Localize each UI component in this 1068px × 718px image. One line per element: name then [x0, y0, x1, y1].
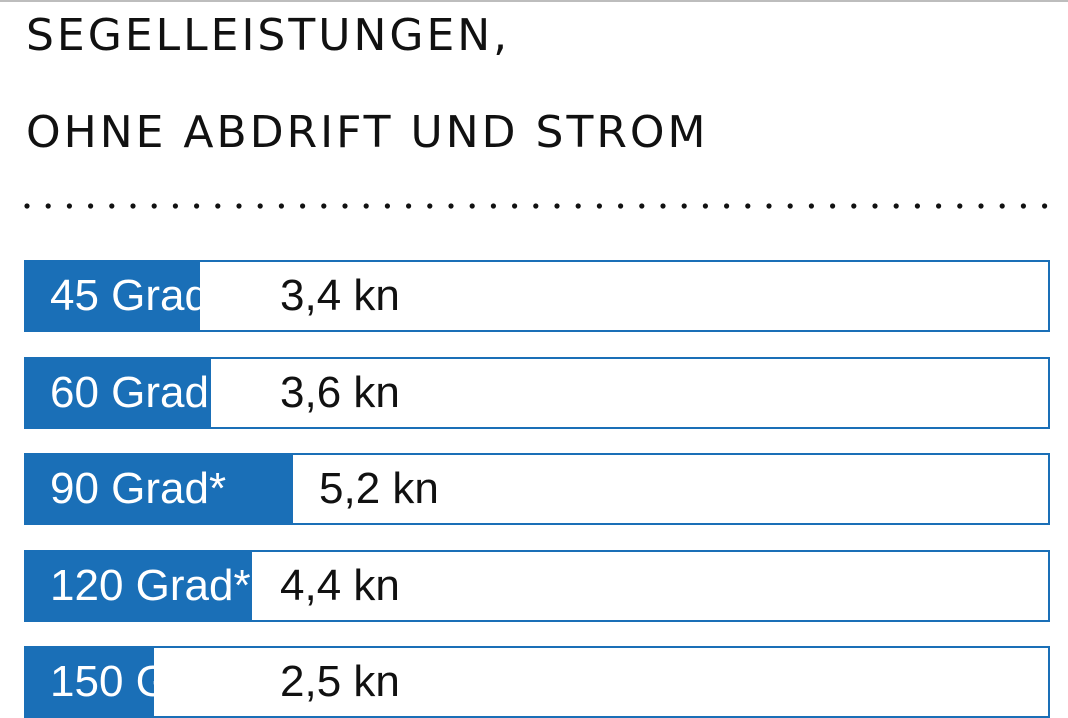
bar-category-label: 90 Grad* [50, 464, 227, 513]
bar-chart: 45 Grad 3,4 kn 60 Grad 3,6 kn 90 Grad* 5,2 kn… [24, 0, 1050, 718]
bar-value-label: 3,6 kn [280, 368, 400, 417]
divider-dot [745, 203, 751, 209]
divider-dot [130, 203, 136, 209]
divider-dot [808, 203, 815, 209]
divider-dot [575, 203, 581, 209]
divider-dot [596, 203, 603, 209]
divider-dot [236, 203, 242, 209]
divider-dot [109, 203, 115, 209]
bar-value-label: 2,5 kn [280, 657, 400, 706]
divider-dot [300, 203, 306, 209]
divider-dot [872, 203, 878, 209]
divider-dot [469, 203, 475, 209]
divider-dot [1020, 203, 1026, 209]
divider-dot [342, 203, 348, 209]
divider-dot [1042, 203, 1048, 209]
divider-dot [88, 203, 94, 209]
divider-dot [639, 203, 645, 209]
divider-dot [999, 203, 1005, 209]
divider-dot [194, 203, 200, 209]
bar-row: 45 Grad 3,4 kn [24, 260, 1050, 332]
bar-value-label: 3,4 kn [280, 271, 400, 320]
bar-row: 120 Grad* 4,4 kn [24, 550, 1050, 622]
divider-dot [151, 203, 157, 209]
bar-category-label: 45 Grad [50, 271, 209, 320]
divider-dot [893, 203, 899, 209]
bar-fill [24, 550, 252, 622]
bar-row: 60 Grad 3,6 kn [24, 357, 1050, 429]
divider-dot [257, 203, 263, 209]
divider-dot [787, 203, 793, 209]
divider-dot [172, 203, 178, 209]
divider-dot [936, 203, 942, 209]
bar-row: 90 Grad* 5,2 kn [24, 453, 1050, 525]
divider-dot [660, 203, 666, 209]
divider-dot [978, 203, 984, 209]
bar-category-label: 150 Grad* [50, 657, 251, 706]
divider-dot [363, 203, 369, 209]
divider-dot [702, 203, 709, 209]
bar-fill [24, 453, 293, 525]
divider-dot [554, 203, 560, 209]
divider-dot [278, 203, 284, 209]
divider-dot [914, 203, 921, 209]
divider-dot [384, 203, 390, 209]
divider-dot [215, 203, 221, 209]
divider-dot [957, 203, 963, 209]
top-rule [0, 0, 1068, 2]
bar-value-label: 4,4 kn [280, 561, 400, 610]
divider-dot [66, 203, 72, 209]
divider-dot [45, 203, 51, 209]
bar-value-label: 5,2 kn [319, 464, 439, 513]
divider-dot [427, 203, 433, 209]
divider-dot [512, 203, 518, 209]
bar-fill [24, 646, 154, 718]
divider-dot [406, 203, 412, 209]
divider-dot [851, 203, 857, 209]
dotted-divider [24, 203, 1048, 209]
divider-dot [448, 203, 454, 209]
bar-row: 150 Grad* 2,5 kn [24, 646, 1050, 718]
bar-category-label: 120 Grad* [50, 561, 251, 610]
divider-dot [618, 203, 624, 209]
divider-dot [24, 203, 30, 209]
divider-dot [490, 203, 496, 209]
divider-dot [766, 203, 772, 209]
divider-dot [533, 203, 539, 209]
bar-fill [24, 260, 200, 332]
bar-fill [24, 357, 211, 429]
divider-dot [724, 203, 730, 209]
chart-title-line-2: OHNE ABDRIFT UND STROM [26, 107, 709, 158]
chart-title-line-1: SEGELLEISTUNGEN, [26, 10, 511, 61]
divider-dot [830, 203, 836, 209]
divider-dot [321, 203, 327, 209]
bar-category-label: 60 Grad [50, 368, 209, 417]
divider-dot [681, 203, 687, 209]
